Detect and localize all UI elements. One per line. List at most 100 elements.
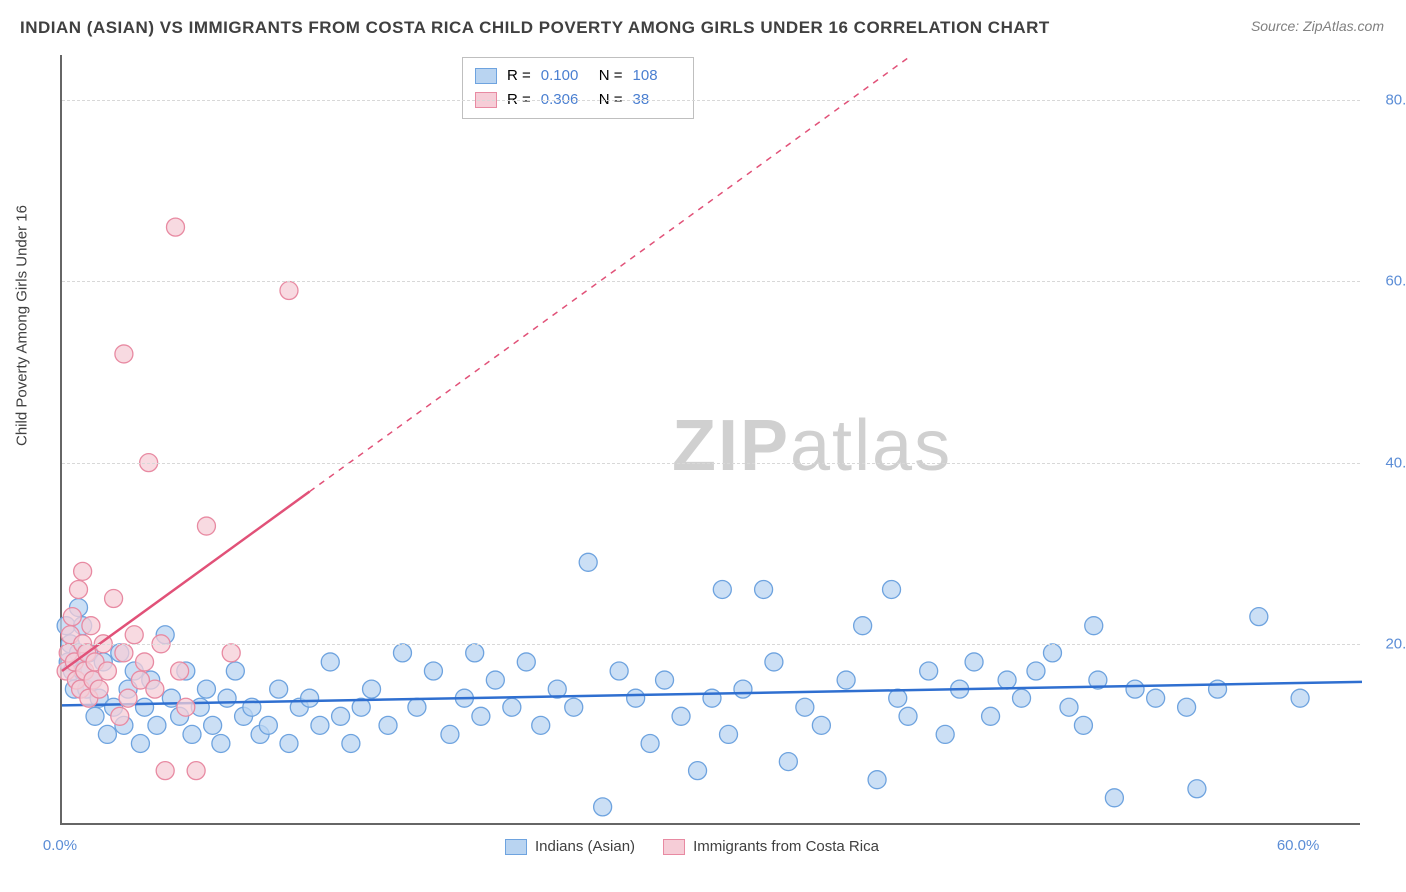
legend-item-0: Indians (Asian) — [505, 838, 635, 855]
data-point — [868, 771, 886, 789]
data-point — [517, 653, 535, 671]
r-label: R = — [507, 64, 531, 88]
data-point — [131, 734, 149, 752]
data-point — [1126, 680, 1144, 698]
legend-label-0: Indians (Asian) — [535, 838, 635, 855]
chart-title: INDIAN (ASIAN) VS IMMIGRANTS FROM COSTA … — [20, 18, 1050, 38]
stats-row-0: R = 0.100 N = 108 — [475, 64, 681, 88]
data-point — [197, 517, 215, 535]
data-point — [280, 734, 298, 752]
legend-item-1: Immigrants from Costa Rica — [663, 838, 879, 855]
data-point — [720, 725, 738, 743]
data-point — [218, 689, 236, 707]
data-point — [936, 725, 954, 743]
data-point — [424, 662, 442, 680]
data-point — [1291, 689, 1309, 707]
data-point — [146, 680, 164, 698]
n-value-0: 108 — [633, 64, 681, 88]
data-point — [899, 707, 917, 725]
data-point — [259, 716, 277, 734]
data-point — [321, 653, 339, 671]
data-point — [854, 617, 872, 635]
legend-label-1: Immigrants from Costa Rica — [693, 838, 879, 855]
data-point — [98, 725, 116, 743]
data-point — [311, 716, 329, 734]
data-point — [713, 580, 731, 598]
data-point — [965, 653, 983, 671]
data-point — [63, 608, 81, 626]
y-tick-label: 40.0% — [1368, 454, 1406, 471]
data-point — [627, 689, 645, 707]
data-point — [1147, 689, 1165, 707]
data-point — [1043, 644, 1061, 662]
data-point — [565, 698, 583, 716]
source-attribution: Source: ZipAtlas.com — [1251, 18, 1384, 34]
data-point — [187, 762, 205, 780]
data-point — [883, 580, 901, 598]
data-point — [363, 680, 381, 698]
legend-swatch-0 — [505, 839, 527, 855]
data-point — [734, 680, 752, 698]
data-point — [301, 689, 319, 707]
data-point — [148, 716, 166, 734]
data-point — [486, 671, 504, 689]
data-point — [796, 698, 814, 716]
y-tick-label: 20.0% — [1368, 635, 1406, 652]
data-point — [1074, 716, 1092, 734]
swatch-blue — [475, 68, 497, 84]
data-point — [1013, 689, 1031, 707]
y-tick-label: 80.0% — [1368, 92, 1406, 109]
data-point — [136, 698, 154, 716]
data-point — [689, 762, 707, 780]
data-point — [197, 680, 215, 698]
data-point — [82, 617, 100, 635]
stats-legend: R = 0.100 N = 108 R = 0.306 N = 38 — [462, 57, 694, 119]
data-point — [579, 553, 597, 571]
data-point — [342, 734, 360, 752]
data-point — [441, 725, 459, 743]
data-point — [1105, 789, 1123, 807]
data-point — [466, 644, 484, 662]
data-point — [156, 762, 174, 780]
chart-svg — [62, 55, 1360, 823]
data-point — [779, 753, 797, 771]
data-point — [672, 707, 690, 725]
data-point — [1060, 698, 1078, 716]
data-point — [136, 653, 154, 671]
data-point — [280, 282, 298, 300]
data-point — [98, 662, 116, 680]
data-point — [86, 707, 104, 725]
data-point — [111, 707, 129, 725]
data-point — [656, 671, 674, 689]
data-point — [171, 662, 189, 680]
data-point — [889, 689, 907, 707]
data-point — [1085, 617, 1103, 635]
data-point — [703, 689, 721, 707]
legend-swatch-1 — [663, 839, 685, 855]
data-point — [183, 725, 201, 743]
data-point — [408, 698, 426, 716]
data-point — [332, 707, 350, 725]
data-point — [610, 662, 628, 680]
data-point — [837, 671, 855, 689]
data-point — [1188, 780, 1206, 798]
n-label: N = — [599, 64, 623, 88]
data-point — [105, 590, 123, 608]
data-point — [204, 716, 222, 734]
series-legend: Indians (Asian) Immigrants from Costa Ri… — [505, 838, 879, 855]
data-point — [1027, 662, 1045, 680]
data-point — [74, 562, 92, 580]
data-point — [270, 680, 288, 698]
data-point — [115, 345, 133, 363]
y-axis-label: Child Poverty Among Girls Under 16 — [14, 205, 31, 446]
data-point — [594, 798, 612, 816]
y-tick-label: 60.0% — [1368, 273, 1406, 290]
data-point — [765, 653, 783, 671]
data-point — [90, 680, 108, 698]
data-point — [379, 716, 397, 734]
data-point — [472, 707, 490, 725]
data-point — [998, 671, 1016, 689]
data-point — [920, 662, 938, 680]
data-point — [641, 734, 659, 752]
data-point — [532, 716, 550, 734]
